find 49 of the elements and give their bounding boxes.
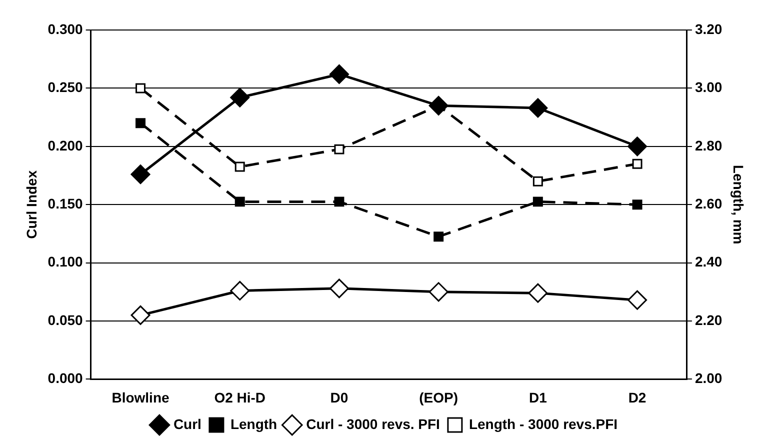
y-tick-label: 0.250 [48,79,84,96]
point [230,88,250,108]
x-tick-label: D0 [330,389,348,406]
point [632,158,642,169]
point [428,96,448,116]
y-tick-label: 0.100 [48,254,84,270]
point [628,136,648,156]
y-tick-label: 0.050 [48,312,84,328]
legend-label: Curl - 3000 revs. PFI [306,416,440,432]
legend-label: Length [230,416,278,432]
y-tick-label: 0.200 [48,137,84,154]
y-tick-label: 0.300 [48,20,84,37]
y2-axis-title: Length, mm [730,164,747,244]
x-tick-label: O2 Hi-D [214,389,266,406]
y2-tick-label: 2.60 [694,195,722,212]
x-tick-label: D1 [528,389,548,406]
y2-tick-label: 2.40 [694,254,722,270]
point [428,282,448,302]
point [528,98,548,118]
point [130,164,150,184]
point [532,176,543,186]
y2-tick-label: 2.80 [694,137,722,154]
point [230,280,250,300]
x-tick-label: Blowline [112,389,170,406]
point [528,283,548,303]
point [136,118,146,128]
point [136,83,146,94]
point [234,162,245,172]
point [334,196,344,207]
y2-tick-label: 2.20 [694,312,722,328]
y-tick-label: 0.000 [48,370,84,386]
x-tick-label: (EOP) [419,389,458,406]
point [628,290,648,310]
point [329,278,349,298]
legend-label: Curl [173,416,202,432]
point [434,232,444,242]
x-tick-label: D2 [628,389,646,406]
point [532,196,543,207]
legend-label: Length - 3000 revs.PFI [468,416,618,432]
point [329,64,349,84]
point [130,305,150,325]
point [632,200,642,210]
y2-tick-label: 3.00 [694,79,722,96]
y2-tick-label: 2.00 [694,370,722,386]
y-axis-title: Curl Index [23,170,40,239]
y2-tick-label: 3.20 [694,20,722,37]
point [234,196,245,207]
y-tick-label: 0.150 [48,195,84,212]
point [334,144,344,154]
